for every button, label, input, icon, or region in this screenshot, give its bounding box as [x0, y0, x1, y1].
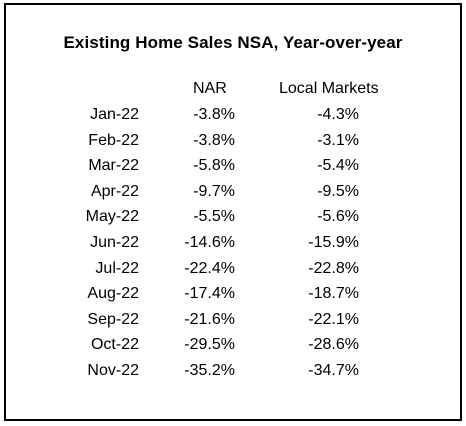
nar-value-cell: -29.5% [184, 336, 235, 354]
month-cell: Apr-22 [90, 182, 139, 200]
month-cell: Jul-22 [95, 259, 139, 277]
month-cell: May-22 [85, 208, 139, 226]
table-body: Jan-22 -3.8% -4.3% Feb-22 -3.8% -3.1% Mar-22 -5… [6, 106, 460, 388]
local-markets-value-cell: -22.1% [308, 310, 359, 328]
nar-value-cell: -9.7% [193, 182, 235, 200]
table-row: Jan-22 -3.8% -4.3% [6, 106, 460, 132]
nar-value-cell: -5.5% [193, 208, 235, 226]
month-cell: Nov-22 [87, 361, 139, 379]
local-markets-value-cell: -28.6% [308, 336, 359, 354]
table-row: Nov-22 -35.2% -34.7% [6, 362, 460, 388]
nar-value-cell: -17.4% [184, 285, 235, 303]
table-frame: Existing Home Sales NSA, Year-over-year … [4, 3, 462, 421]
nar-value-cell: -35.2% [184, 361, 235, 379]
nar-value-cell: -14.6% [184, 233, 235, 251]
local-markets-value-cell: -15.9% [308, 233, 359, 251]
table-row: May-22 -5.5% -5.6% [6, 208, 460, 234]
column-header-nar: NAR [193, 80, 227, 97]
local-markets-value-cell: -18.7% [308, 285, 359, 303]
local-markets-value-cell: -3.1% [317, 131, 359, 149]
month-cell: Mar-22 [88, 157, 139, 175]
local-markets-value-cell: -5.4% [317, 157, 359, 175]
month-cell: Sep-22 [87, 310, 139, 328]
nar-value-cell: -3.8% [193, 131, 235, 149]
local-markets-value-cell: -9.5% [317, 182, 359, 200]
table-row: Apr-22 -9.7% -9.5% [6, 183, 460, 209]
local-markets-value-cell: -22.8% [308, 259, 359, 277]
nar-value-cell: -21.6% [184, 310, 235, 328]
local-markets-value-cell: -34.7% [308, 361, 359, 379]
table-row: Aug-22 -17.4% -18.7% [6, 285, 460, 311]
table-row: Sep-22 -21.6% -22.1% [6, 311, 460, 337]
month-cell: Oct-22 [90, 336, 139, 354]
month-cell: Jun-22 [90, 233, 139, 251]
table-row: Oct-22 -29.5% -28.6% [6, 336, 460, 362]
month-cell: Aug-22 [87, 285, 139, 303]
local-markets-value-cell: -4.3% [317, 106, 359, 123]
local-markets-value-cell: -5.6% [317, 208, 359, 226]
table-row: Jun-22 -14.6% -15.9% [6, 234, 460, 260]
column-header-local-markets: Local Markets [279, 80, 379, 97]
nar-value-cell: -22.4% [184, 259, 235, 277]
table-title: Existing Home Sales NSA, Year-over-year [63, 33, 403, 52]
month-cell: Feb-22 [88, 131, 139, 149]
nar-value-cell: -5.8% [193, 157, 235, 175]
month-cell: Jan-22 [90, 106, 139, 123]
table-row: Jul-22 -22.4% -22.8% [6, 260, 460, 286]
table-row: Feb-22 -3.8% -3.1% [6, 132, 460, 158]
table-row: Mar-22 -5.8% -5.4% [6, 157, 460, 183]
nar-value-cell: -3.8% [193, 106, 235, 123]
